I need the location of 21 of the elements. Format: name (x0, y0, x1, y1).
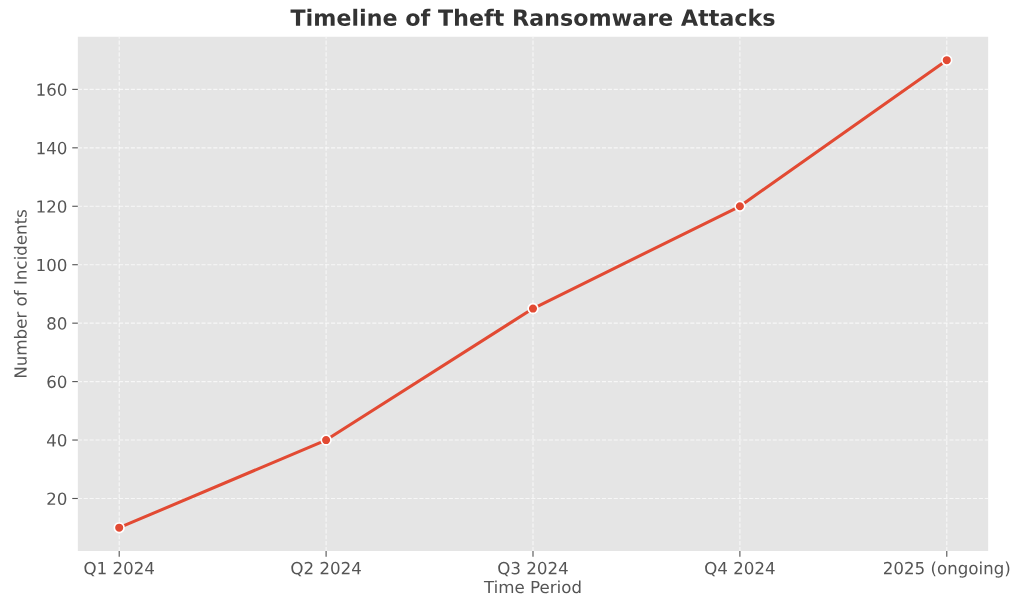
point (941, 54, 953, 66)
point (734, 200, 746, 212)
point (320, 434, 332, 446)
x-tick-label: 2025 (ongoing) (883, 561, 1010, 578)
x-tick-label: Q1 2024 (84, 561, 154, 577)
chart-title: Timeline of Theft Ransomware Attacks (290, 8, 775, 26)
x-tick-label: Q4 2024 (705, 561, 775, 577)
y-tick-label: 100 (37, 258, 67, 272)
x-tick-label: Q3 2024 (498, 561, 568, 577)
y-tick-label: 20 (47, 492, 67, 506)
point (527, 302, 539, 315)
y-tick-label: 80 (47, 317, 67, 330)
point (113, 522, 125, 534)
x-tick-label: Q2 2024 (291, 561, 361, 577)
y-tick-label: 140 (37, 141, 67, 155)
y-tick-label: 120 (37, 200, 67, 213)
y-tick-label: 40 (47, 434, 67, 447)
y-tick-label: 160 (37, 83, 67, 96)
y-axis-title: Number of Incidents (13, 210, 27, 378)
y-tick-label: 60 (47, 375, 67, 389)
x-axis-title: Time Period (483, 580, 581, 594)
